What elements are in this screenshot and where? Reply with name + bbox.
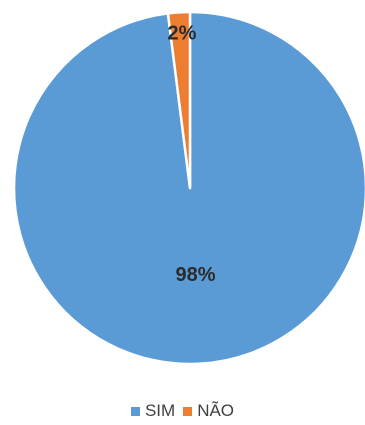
legend-label-nao: NÃO [197, 401, 235, 420]
data-label-sim: 98% [176, 264, 216, 286]
pie-slice-nao [166, 10, 192, 190]
pie-data-labels: 98% 2% [168, 22, 216, 286]
legend: SIM NÃO [0, 401, 365, 421]
legend-item-nao: NÃO [183, 401, 234, 421]
legend-swatch-nao [183, 406, 193, 416]
legend-swatch-sim [130, 406, 140, 416]
data-label-nao: 2% [168, 22, 197, 44]
legend-label-sim: SIM [144, 401, 176, 420]
pie-slices [12, 10, 365, 366]
legend-item-sim: SIM [130, 401, 176, 421]
